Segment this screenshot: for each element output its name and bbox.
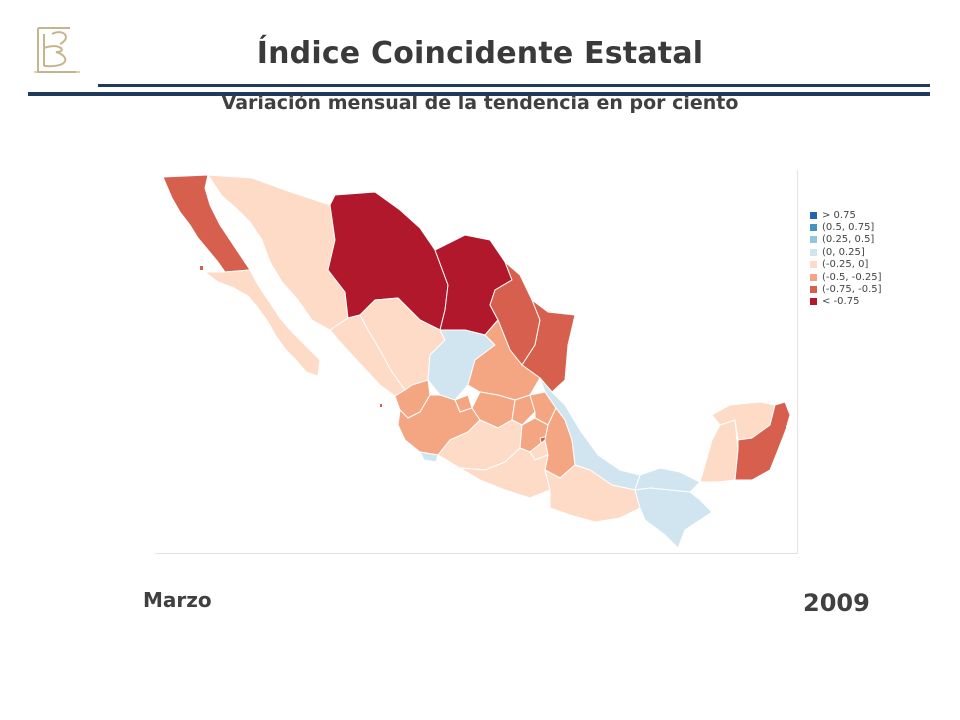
legend-swatch xyxy=(810,298,817,306)
legend-swatch xyxy=(810,273,817,281)
page-subtitle: Variación mensual de la tendencia en por… xyxy=(221,92,739,114)
legend-label: (0, 0.25] xyxy=(822,246,865,258)
legend-swatch xyxy=(810,248,817,256)
month-label: Marzo xyxy=(143,588,212,612)
state-guerrero xyxy=(459,447,551,499)
state-baja-california-sur xyxy=(204,269,321,377)
legend-label: > 0.75 xyxy=(822,209,856,221)
legend-item: (0.5, 0.75] xyxy=(810,221,882,233)
legend-item: < -0.75 xyxy=(810,296,882,308)
legend-swatch xyxy=(810,211,817,219)
legend-item: (-0.5, -0.25] xyxy=(810,271,882,283)
legend-label: (-0.75, -0.5] xyxy=(822,284,882,296)
legend-item: > 0.75 xyxy=(810,209,882,221)
page-title: Índice Coincidente Estatal xyxy=(256,36,704,71)
legend-item: (0.25, 0.5] xyxy=(810,234,882,246)
legend-item: (-0.25, 0] xyxy=(810,259,882,271)
title-rule-bottom xyxy=(28,92,930,96)
legend-label: (-0.25, 0] xyxy=(822,259,869,271)
map-frame xyxy=(155,170,798,554)
state-chiapas xyxy=(634,487,713,549)
state-zacatecas xyxy=(427,329,496,401)
island-marker xyxy=(380,404,382,407)
state-colima xyxy=(419,451,439,463)
legend-label: < -0.75 xyxy=(822,296,860,308)
legend-item: (0, 0.25] xyxy=(810,246,882,258)
banxico-logo-icon xyxy=(34,27,80,73)
legend-swatch xyxy=(810,224,817,232)
year-label: 2009 xyxy=(803,589,870,617)
state-queretaro xyxy=(511,394,536,426)
legend-swatch xyxy=(810,286,817,294)
state-campeche xyxy=(699,419,739,483)
legend-swatch xyxy=(810,236,817,244)
legend-item: (-0.75, -0.5] xyxy=(810,283,882,295)
title-rule-top xyxy=(98,84,930,87)
legend-label: (0.25, 0.5] xyxy=(822,234,875,246)
state-quintana-roo xyxy=(734,401,791,481)
island-marker xyxy=(200,266,203,270)
legend-label: (-0.5, -0.25] xyxy=(822,271,882,283)
island-marker xyxy=(783,426,786,429)
map-legend: > 0.75 (0.5, 0.75] (0.25, 0.5] (0, 0.25]… xyxy=(810,209,882,308)
legend-label: (0.5, 0.75] xyxy=(822,222,875,234)
legend-swatch xyxy=(810,261,817,269)
state-sonora xyxy=(207,174,349,331)
